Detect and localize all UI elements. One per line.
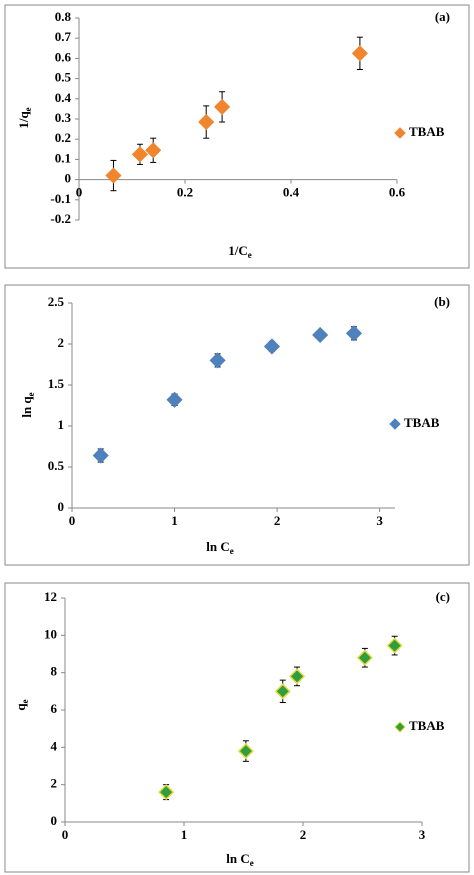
y-tick-label: 0.7 (55, 29, 72, 44)
y-axis-label-main: 1/q (16, 111, 31, 129)
marker (288, 668, 306, 685)
y-axis-label: qe (13, 699, 30, 710)
x-tick-label: 0 (76, 185, 83, 200)
marker (131, 146, 149, 163)
x-tick-label: 2 (274, 513, 281, 528)
x-tick-label: 1 (171, 513, 178, 528)
y-axis-label-main: ln q (19, 396, 34, 418)
marker (198, 113, 215, 131)
y-axis-label-main: q (13, 703, 28, 711)
x-tick-label: 0 (62, 827, 69, 842)
y-tick-label: 12 (44, 589, 57, 604)
x-axis-label-main: 1/C (228, 243, 248, 258)
y-tick-label: 0.5 (48, 458, 65, 473)
y-tick-label: 0 (65, 171, 72, 186)
marker (312, 326, 329, 344)
x-tick-label: 1 (181, 827, 188, 842)
marker (209, 352, 226, 369)
panel-frame (4, 284, 470, 566)
x-axis-label-sub: e (230, 546, 234, 556)
y-tick-label: 0.1 (55, 150, 71, 165)
x-axis-label: ln Ce (206, 539, 233, 556)
y-tick-label: 0.6 (55, 49, 72, 64)
x-axis-label: ln Ce (226, 851, 253, 868)
y-tick-label: 8 (51, 664, 58, 679)
y-tick-label: -0.1 (50, 191, 71, 206)
y-tick-label: 0.5 (55, 70, 72, 85)
y-tick-label: 6 (51, 701, 58, 716)
marker (158, 784, 175, 801)
y-tick-label: 10 (44, 626, 57, 641)
marker (105, 167, 122, 184)
legend-marker (389, 418, 401, 430)
panel-frame (4, 582, 470, 873)
y-tick-label: -0.2 (50, 211, 71, 226)
y-tick-label: 2 (58, 335, 65, 350)
y-tick-label: 4 (51, 738, 58, 753)
legend-label: TBAB (404, 415, 440, 430)
panel-label: (b) (434, 294, 450, 309)
marker (145, 142, 162, 159)
marker (351, 45, 368, 62)
x-axis-label-main: ln C (226, 851, 249, 866)
y-axis-label: 1/qe (16, 107, 33, 128)
x-tick-label: 0.2 (177, 185, 193, 200)
y-tick-label: 1 (58, 417, 65, 432)
x-tick-label: 2 (300, 827, 307, 842)
panel-label: (c) (436, 589, 450, 604)
y-tick-label: 0.8 (55, 9, 72, 24)
y-axis-label: ln qe (19, 392, 36, 417)
y-tick-label: 0 (58, 499, 65, 514)
x-tick-label: 0 (69, 513, 76, 528)
y-axis-label-sub: e (26, 392, 36, 396)
marker (92, 447, 109, 464)
y-tick-label: 0 (51, 813, 58, 828)
x-axis-label-main: ln C (206, 539, 229, 554)
x-axis-label-sub: e (248, 250, 252, 260)
marker (274, 683, 291, 700)
y-tick-label: 1.5 (48, 376, 65, 391)
y-tick-label: 0.4 (55, 90, 72, 105)
y-tick-label: 2.5 (48, 294, 65, 309)
marker (263, 338, 281, 355)
y-axis-label-sub: e (23, 107, 33, 111)
marker (345, 325, 363, 342)
x-tick-label: 3 (376, 513, 383, 528)
x-axis-label: 1/Ce (228, 243, 252, 260)
marker (237, 743, 254, 760)
x-axis-label-sub: e (250, 858, 254, 868)
marker (356, 649, 373, 666)
legend-marker (394, 127, 406, 139)
marker (214, 98, 231, 115)
legend-marker (394, 721, 406, 733)
marker (386, 637, 403, 654)
y-tick-label: 0.3 (55, 110, 72, 125)
legend-label: TBAB (409, 718, 445, 733)
y-axis-label-sub: e (20, 699, 30, 703)
y-tick-label: 2 (51, 776, 58, 791)
marker (166, 391, 183, 408)
x-tick-label: 0.4 (283, 185, 300, 200)
y-tick-label: 0.2 (55, 130, 71, 145)
x-tick-label: 0.6 (389, 185, 406, 200)
panel-frame (4, 4, 470, 269)
x-tick-label: 3 (419, 827, 426, 842)
panel-label: (a) (435, 9, 450, 24)
legend-label: TBAB (409, 124, 445, 139)
